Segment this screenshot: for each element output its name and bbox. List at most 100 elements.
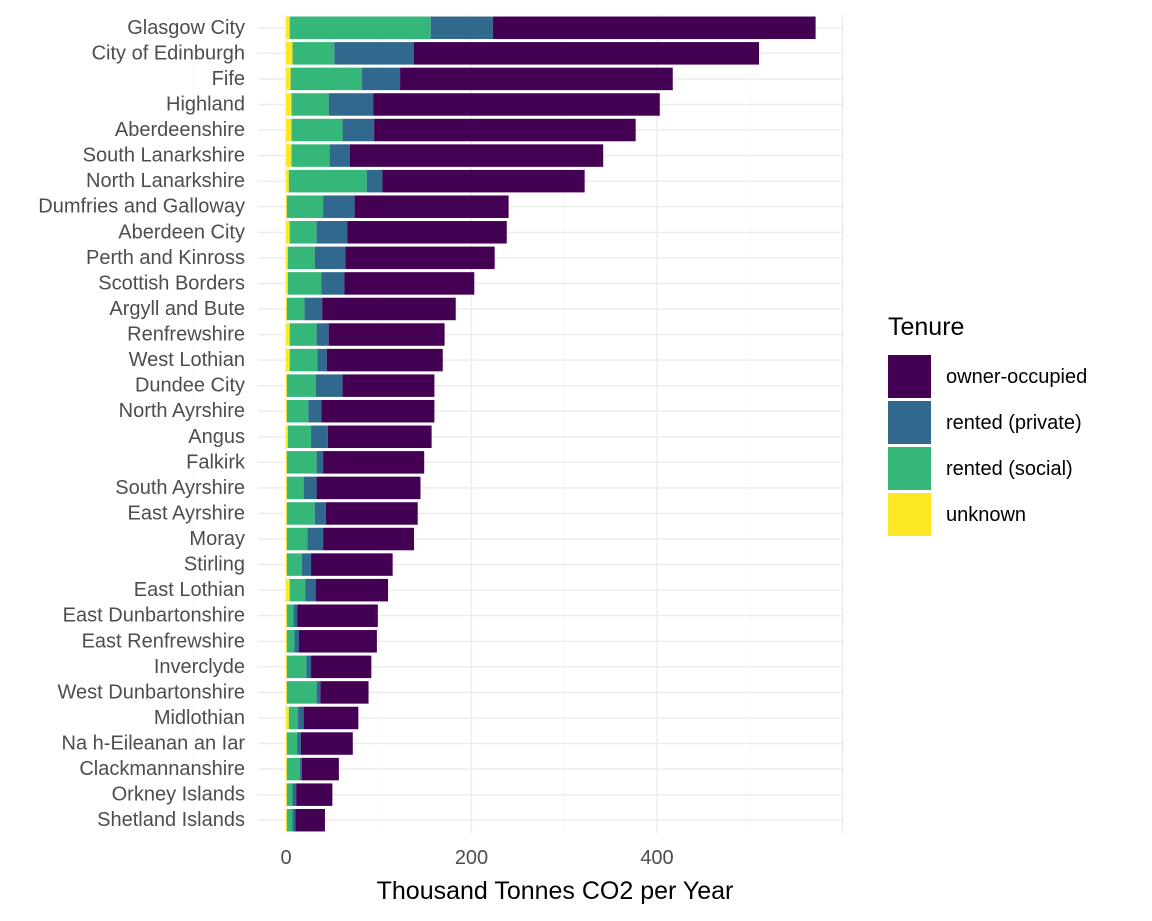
category-label: Aberdeenshire — [115, 119, 245, 141]
category-label: Scottish Borders — [98, 272, 245, 294]
bar-rented-social--4 — [291, 118, 343, 142]
bar-unknown-4 — [286, 118, 292, 142]
category-label: Aberdeen City — [118, 221, 245, 243]
bar-rented-social--16 — [287, 425, 312, 449]
bar-rented-social--3 — [291, 93, 329, 116]
bar-rented-social--6 — [288, 169, 367, 193]
bar-owner-occupied-27 — [303, 706, 359, 730]
bar-owner-occupied-2 — [400, 67, 673, 91]
x-axis-title: Thousand Tonnes CO2 per Year — [377, 877, 734, 905]
category-labels: Glasgow City City of Edinburgh Fife Highlan… — [38, 17, 246, 831]
bar-rented-social--31 — [286, 808, 293, 832]
legend-swatch-unknown — [888, 493, 931, 536]
category-label: Midlothian — [154, 707, 245, 729]
bar-owner-occupied-31 — [295, 808, 325, 832]
category-label: Stirling — [184, 554, 245, 576]
bar-unknown-14 — [286, 374, 287, 397]
bar-rented-social--12 — [289, 323, 317, 346]
bar-owner-occupied-10 — [344, 272, 475, 295]
legend-swatch-rented-private- — [888, 401, 931, 444]
bar-rented-private--25 — [306, 655, 312, 679]
category-label: East Dunbartonshire — [63, 605, 245, 627]
category-label: Highland — [166, 93, 245, 115]
bar-rented-private--1 — [334, 42, 414, 65]
bar-rented-social--20 — [286, 527, 308, 551]
bar-rented-social--21 — [286, 553, 302, 576]
legend-swatch-rented-social- — [888, 447, 931, 490]
bar-rented-private--8 — [316, 221, 348, 244]
bar-unknown-0 — [286, 16, 290, 40]
bar-owner-occupied-26 — [320, 681, 369, 704]
bar-rented-private--20 — [307, 527, 324, 551]
bar-unknown-24 — [286, 630, 287, 653]
bar-rented-social--1 — [292, 42, 335, 65]
category-label: Dundee City — [135, 375, 245, 397]
category-label: City of Edinburgh — [92, 42, 245, 64]
bar-rented-private--10 — [321, 272, 345, 295]
bar-owner-occupied-17 — [323, 451, 425, 474]
category-label: East Renfrewshire — [82, 630, 245, 652]
bar-rented-social--2 — [290, 67, 363, 91]
bar-owner-occupied-24 — [298, 630, 377, 653]
bar-rented-social--5 — [291, 144, 330, 167]
x-tick-labels: 0 200 400 — [280, 847, 673, 869]
x-tick-label: 400 — [640, 847, 673, 869]
bar-unknown-21 — [286, 553, 287, 576]
bar-rented-social--27 — [288, 706, 299, 730]
bar-owner-occupied-3 — [373, 93, 660, 116]
bar-unknown-27 — [286, 706, 289, 730]
bar-unknown-26 — [286, 681, 287, 704]
category-label: Falkirk — [186, 451, 246, 473]
bar-rented-social--10 — [287, 272, 322, 295]
bar-rented-social--9 — [287, 246, 315, 270]
bar-owner-occupied-14 — [342, 374, 435, 397]
bar-rented-social--13 — [289, 348, 318, 372]
bar-owner-occupied-25 — [311, 655, 372, 679]
bar-rented-private--29 — [299, 757, 302, 781]
legend-title: Tenure — [888, 313, 964, 341]
category-label: Inverclyde — [154, 656, 245, 678]
bar-rented-private--9 — [314, 246, 346, 270]
bar-rented-private--24 — [294, 630, 299, 653]
bar-unknown-16 — [286, 425, 288, 449]
bar-rented-private--31 — [292, 808, 296, 832]
bar-unknown-2 — [286, 67, 291, 91]
bar-owner-occupied-29 — [301, 757, 339, 781]
bar-owner-occupied-18 — [316, 476, 421, 500]
category-label: Renfrewshire — [127, 324, 245, 346]
category-label: Perth and Kinross — [86, 247, 245, 269]
category-label: East Ayrshire — [128, 502, 245, 524]
bar-rented-social--11 — [286, 297, 305, 321]
legend: Tenure owner-occupied rented (private) ren… — [888, 313, 1087, 536]
bar-unknown-31 — [286, 808, 287, 832]
category-label: Clackmannanshire — [79, 758, 245, 780]
bar-rented-social--28 — [286, 732, 298, 755]
bar-rented-social--7 — [286, 195, 324, 218]
bar-unknown-9 — [286, 246, 288, 270]
bar-owner-occupied-20 — [323, 527, 414, 551]
bar-rented-private--18 — [303, 476, 317, 500]
bar-owner-occupied-1 — [413, 42, 760, 65]
bar-owner-occupied-6 — [382, 169, 585, 193]
bar-unknown-8 — [286, 221, 290, 244]
bar-rented-private--22 — [305, 578, 316, 602]
bar-unknown-5 — [286, 144, 292, 167]
bar-rented-social--24 — [286, 630, 295, 653]
category-label: North Lanarkshire — [86, 170, 245, 192]
bar-owner-occupied-4 — [374, 118, 636, 142]
bar-rented-private--6 — [366, 169, 383, 193]
bar-unknown-29 — [286, 757, 287, 781]
bar-rented-private--30 — [292, 783, 297, 806]
bar-rented-private--13 — [317, 348, 327, 372]
bar-owner-occupied-28 — [300, 732, 353, 755]
bar-rented-social--0 — [289, 16, 431, 40]
bar-unknown-23 — [286, 604, 287, 627]
category-label: Orkney Islands — [112, 784, 245, 806]
category-label: Na h-Eileanan an Iar — [62, 733, 246, 755]
bar-unknown-22 — [286, 578, 290, 602]
bar-rented-social--23 — [286, 604, 294, 627]
bar-owner-occupied-15 — [321, 399, 435, 423]
category-label: Dumfries and Galloway — [38, 196, 245, 218]
bar-owner-occupied-7 — [354, 195, 509, 218]
bars — [286, 16, 816, 832]
